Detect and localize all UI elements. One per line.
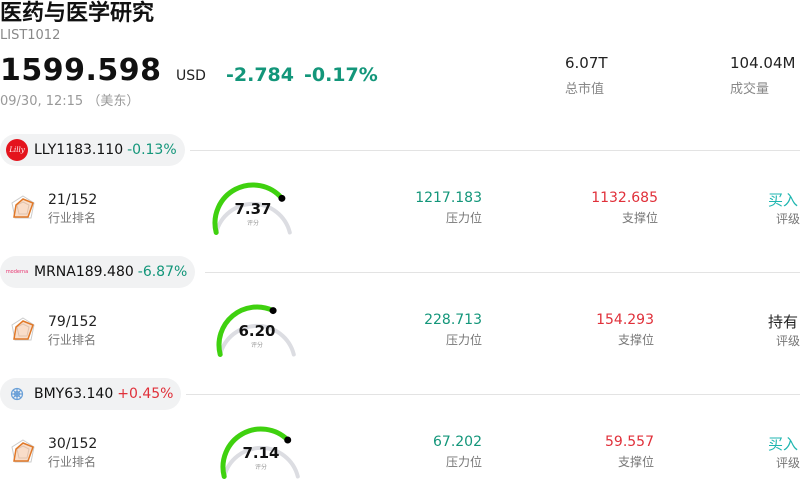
rating-label: 评级 (776, 212, 800, 226)
change-value: -2.784 (226, 64, 294, 86)
score-caption: 评分 (246, 220, 259, 227)
stock-symbol: MRNA (34, 264, 76, 280)
gauge-marker (278, 194, 286, 202)
gauge-track (214, 201, 292, 235)
stock-change: -6.87% (137, 264, 188, 280)
resistance-value: 1217.183 (415, 190, 482, 206)
score-value: 7.37 (234, 200, 272, 218)
resistance-value: 67.202 (433, 434, 482, 450)
company-logo-icon: moderna (6, 261, 28, 283)
score-caption: 评分 (254, 464, 267, 471)
support-label: 支撑位 (621, 211, 658, 225)
resistance-label: 压力位 (445, 455, 482, 469)
stock-change: -0.13% (127, 142, 177, 158)
resistance-label: 压力位 (445, 211, 482, 225)
stock-symbol: BMY (34, 386, 65, 402)
score-gauge (212, 182, 292, 235)
score-caption: 评分 (250, 342, 263, 349)
support-label: 支撑位 (617, 455, 654, 469)
score-value: 6.20 (238, 322, 276, 340)
stock-price: 1183.110 (56, 142, 124, 158)
volume-value: 104.04M (730, 54, 796, 72)
support-value: 59.557 (605, 434, 654, 450)
gauge-track (218, 323, 296, 357)
score-gauge (220, 426, 300, 479)
stock-pill-lly[interactable]: Lilly LLY 1183.110 -0.13% (0, 134, 185, 166)
gauge-fill (220, 426, 291, 479)
rating-value[interactable]: 买入 (768, 435, 799, 453)
row-divider (186, 394, 800, 395)
rating-label: 评级 (776, 456, 800, 470)
radar-chart-icon (11, 195, 35, 219)
gauge-marker (269, 307, 277, 315)
stock-pill-mrna[interactable]: moderna MRNA 189.480 -6.87% (0, 256, 196, 288)
market-cap-value: 6.07T (565, 54, 608, 72)
industry-rank-value: 79/152 (48, 314, 98, 330)
score-value: 7.14 (242, 444, 280, 462)
stock-symbol: LLY (34, 142, 57, 158)
company-logo-icon: Lilly (6, 139, 28, 161)
gauge-fill (212, 182, 285, 235)
row-divider (190, 150, 800, 151)
change-percent: -0.17% (303, 64, 378, 86)
gauge-track (222, 445, 300, 479)
rating-label: 评级 (776, 334, 800, 348)
support-value: 1132.685 (591, 190, 658, 206)
company-logo-icon (6, 383, 28, 405)
rating-value[interactable]: 持有 (768, 313, 799, 331)
stock-pill-bmy[interactable]: BMY 63.140 +0.45% (0, 378, 182, 410)
page-title: 医药与医学研究 (0, 1, 155, 26)
logo-text: moderna (5, 269, 29, 275)
stock-change: +0.45% (117, 386, 174, 402)
list-code: LIST1012 (0, 28, 61, 43)
support-value: 154.293 (596, 312, 654, 328)
rating-value[interactable]: 买入 (768, 191, 799, 209)
resistance-value: 228.713 (424, 312, 482, 328)
currency-label: USD (176, 68, 206, 84)
industry-rank-value: 21/152 (48, 192, 98, 208)
row-divider (205, 272, 800, 273)
radar-chart-icon (11, 317, 35, 341)
gauge-fill (216, 304, 276, 357)
industry-rank-label: 行业排名 (48, 455, 97, 469)
industry-rank-value: 30/152 (48, 436, 98, 452)
radar-chart-icon (11, 439, 35, 463)
stock-price: 63.140 (64, 386, 114, 402)
logo-text: Lilly (9, 146, 25, 154)
index-change: -2.784 -0.17% (226, 64, 378, 86)
industry-rank-label: 行业排名 (48, 211, 97, 225)
volume-label: 成交量 (730, 82, 770, 97)
gauge-marker (284, 436, 292, 444)
score-gauge (216, 304, 296, 357)
support-label: 支撑位 (617, 333, 654, 347)
timestamp: 09/30, 12:15 （美东） (0, 94, 140, 109)
stock-price: 189.480 (75, 264, 134, 280)
industry-rank-label: 行业排名 (48, 333, 97, 347)
index-price: 1599.598 (0, 53, 162, 88)
market-cap-label: 总市值 (565, 82, 605, 97)
resistance-label: 压力位 (445, 333, 482, 347)
